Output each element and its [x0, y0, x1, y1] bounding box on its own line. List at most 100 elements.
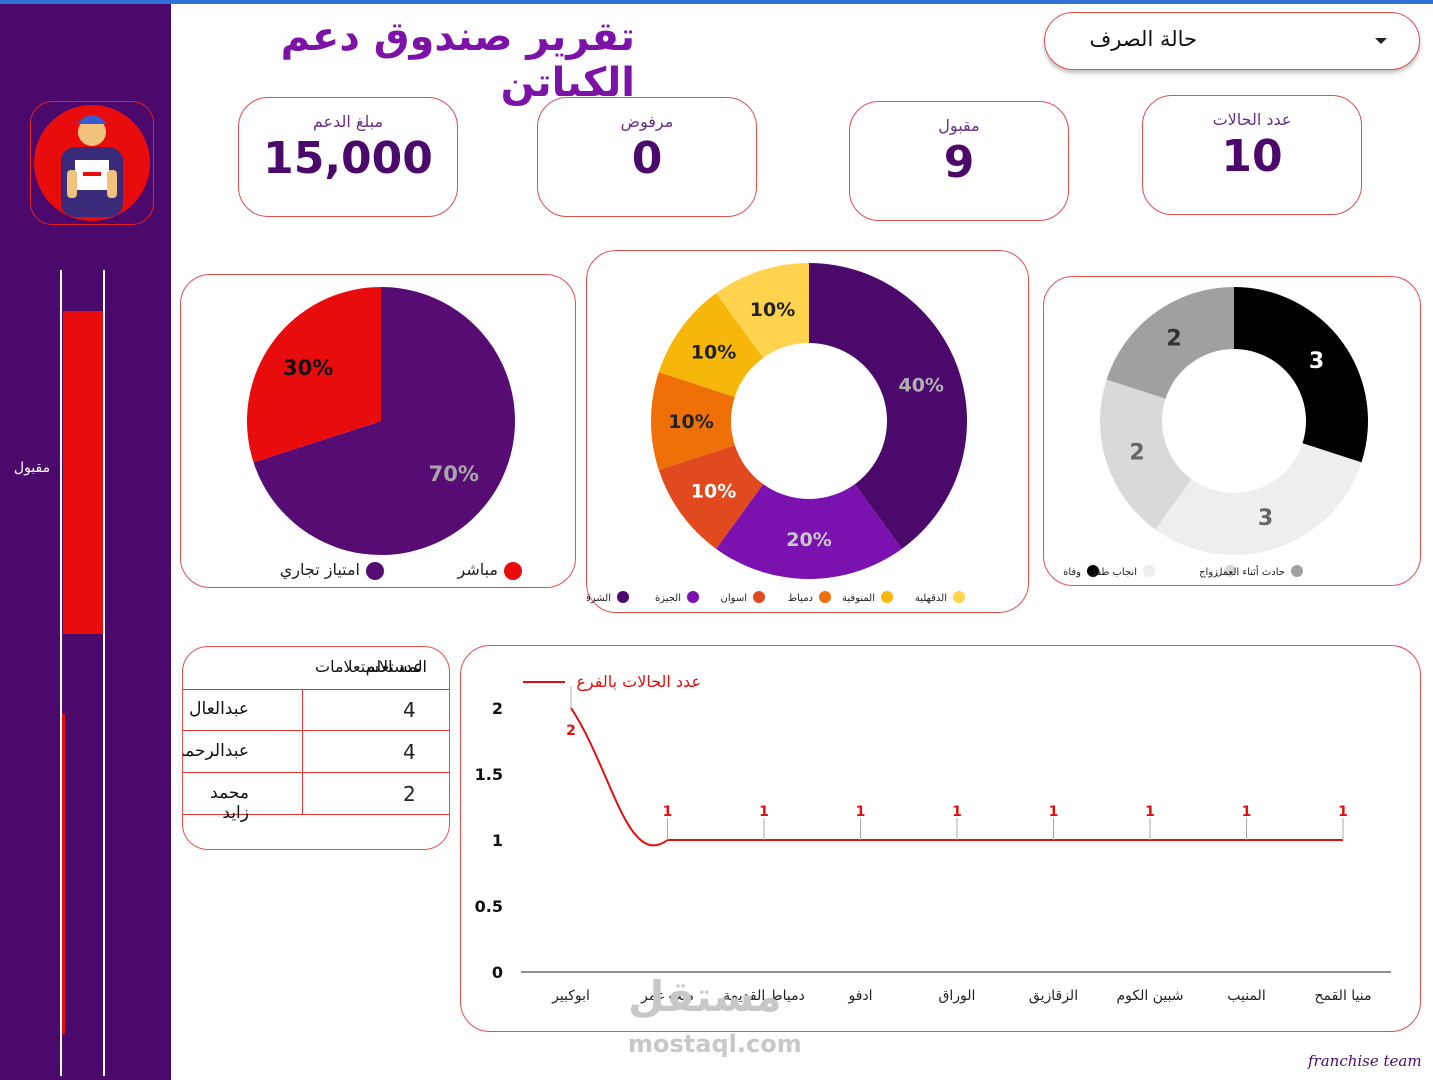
kpi-value: 0: [631, 133, 663, 184]
legend-label: الدقهلية: [915, 593, 947, 604]
top-accent-line: [0, 0, 1433, 4]
donut-governorate-panel: 40% 20% 10% 10% 10% 10% الشرقية الجيزة اسوان دميا…: [578, 250, 1029, 613]
kpi-value: 9: [943, 137, 975, 188]
data-label: 20%: [786, 529, 831, 551]
y-tick-label: 2: [492, 699, 503, 718]
table-row[interactable]: عبدالعال 4: [183, 689, 449, 731]
pie-slice: [1155, 443, 1362, 555]
data-label: 1: [759, 804, 769, 820]
legend-marker: [1224, 565, 1236, 577]
sidebar-status-bar[interactable]: [63, 311, 103, 634]
data-label: 70%: [429, 462, 479, 486]
donut-governorate-chart: 40% 20% 10% 10% 10% 10% الشرقية الجيزة اسوان دميا…: [578, 263, 967, 604]
sidebar: مقبول: [0, 4, 171, 1080]
legend-marker: [1291, 565, 1303, 577]
chevron-down-icon[interactable]: [1375, 38, 1387, 44]
legend-marker: [687, 591, 699, 603]
y-tick-label: 1.5: [475, 765, 503, 784]
y-tick-label: 0.5: [475, 897, 503, 916]
legend-label: دمياط: [788, 593, 813, 604]
status-filter-dropdown[interactable]: حالة الصرف: [1044, 12, 1420, 70]
pie-slice: [716, 484, 902, 579]
x-tick-label: الزقازيق: [1029, 988, 1078, 1004]
pie-slice: [651, 372, 735, 470]
table-cell-count: 4: [403, 740, 416, 764]
data-label: 10%: [691, 480, 736, 502]
table-row[interactable]: محمد زايد 2: [183, 773, 449, 823]
sidebar-divider-left: [60, 270, 62, 1076]
legend-marker: [1087, 565, 1099, 577]
pie-slice: [1234, 287, 1368, 463]
donut-case-type-panel: 3 3 2 2 وفاة انجاب طفل زواج حادث أثناء العمل: [1043, 276, 1421, 586]
table-cell-count: 4: [403, 698, 416, 722]
data-label: 1: [952, 804, 962, 820]
pie-slice: [253, 287, 516, 555]
table-row[interactable]: عبدالرحمن 4: [183, 731, 449, 773]
line-branch-chart: 0 0.5 1 1.5 2 ابوكبير ميت غمر دمياط القديمة ادفو…: [475, 672, 1391, 1004]
table-cell-name: عبدالرحمن: [183, 741, 249, 761]
kpi-label: مقبول: [938, 116, 980, 135]
sidebar-divider-right: [103, 270, 105, 1076]
status-filter-value: حالة الصرف: [1089, 27, 1197, 51]
legend-label: زواج: [1199, 567, 1218, 578]
x-tick-label: منيا القمح: [1314, 988, 1371, 1004]
kpi-label: عدد الحالات: [1212, 110, 1292, 129]
table-cell-name: عبدالعال: [189, 699, 249, 719]
y-tick-label: 1: [492, 831, 503, 850]
table-cell-name: محمد زايد: [210, 783, 249, 823]
pie-slice: [716, 263, 809, 358]
pie-slice: [1100, 379, 1192, 530]
x-tick-label: دمياط القديمة: [723, 988, 805, 1004]
table-column-divider: [302, 689, 303, 814]
data-label: 2: [1166, 326, 1181, 351]
kpi-label: مرفوض: [620, 112, 674, 131]
legend-marker: [881, 591, 893, 603]
legend-marker: [819, 591, 831, 603]
legend-label: الجيزة: [655, 593, 681, 604]
data-label: 2: [1129, 441, 1144, 466]
legend-label: مباشر: [456, 560, 498, 580]
y-tick-label: 0: [492, 963, 503, 982]
x-tick-label: المنيب: [1227, 988, 1265, 1004]
pie-slice: [658, 293, 764, 397]
x-tick-label: ابوكبير: [551, 988, 590, 1004]
data-label: 40%: [898, 375, 943, 397]
data-label: 2: [566, 723, 576, 739]
pie-channel-panel: 70% 30% امتياز تجاري مباشر: [180, 274, 576, 588]
kpi-card-accepted: مقبول 9: [849, 101, 1069, 221]
table-header-count: عدد الاستعلامات: [315, 657, 423, 676]
data-label: 1: [1242, 804, 1252, 820]
kpi-value: 10: [1221, 131, 1283, 182]
data-label: 1: [663, 804, 673, 820]
legend-marker: [753, 591, 765, 603]
legend-label: امتياز تجاري: [280, 560, 360, 580]
x-tick-label: ميت غمر: [640, 988, 694, 1004]
legend-label: وفاة: [1063, 567, 1081, 578]
legend-marker: [953, 591, 965, 603]
kpi-value: 15,000: [263, 133, 433, 184]
legend-label: انجاب طفل: [1089, 567, 1137, 578]
x-tick-label: ادفو: [847, 988, 872, 1004]
legend-label: الشرقية: [587, 593, 611, 604]
kpi-label: مبلغ الدعم: [312, 112, 384, 131]
pie-slice: [658, 445, 764, 549]
data-label: 30%: [283, 356, 333, 380]
legend-label: حادث أثناء العمل: [1215, 565, 1285, 578]
captain-logo: [30, 101, 154, 225]
signature: franchise team: [1308, 1052, 1422, 1070]
pie-slice: [1106, 287, 1234, 399]
table-header-inquirer: المستعلم: [365, 657, 427, 676]
watermark-brand: مستقل: [628, 972, 782, 1021]
data-label: 10%: [750, 299, 795, 321]
kpi-card-rejected: مرفوض 0: [537, 97, 757, 217]
legend-marker: [504, 562, 522, 580]
data-label: 3: [1258, 506, 1273, 531]
data-label: 1: [1338, 804, 1348, 820]
legend-label: المنوفية: [842, 593, 875, 604]
pie-slice: [246, 287, 381, 463]
legend-label: اسوان: [721, 593, 747, 604]
legend-marker: [1143, 565, 1155, 577]
sidebar-status-line: [62, 714, 65, 1034]
table-cell-count: 2: [403, 782, 416, 806]
